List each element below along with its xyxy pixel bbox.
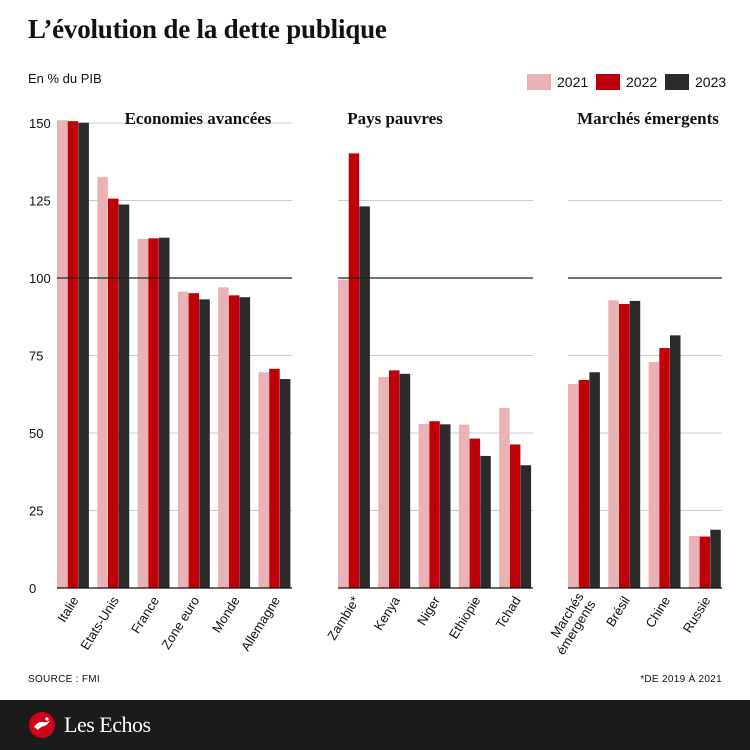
bar-2021 — [137, 238, 149, 588]
y-unit-label: En % du PIB — [28, 71, 102, 86]
les-echos-logo-icon — [29, 712, 55, 738]
x-tick-label: Chine — [642, 594, 673, 631]
chart-title: L’évolution de la dette publique — [28, 14, 387, 44]
bar-2023 — [359, 206, 370, 588]
legend-item-2023: 2023 — [665, 74, 726, 90]
x-tick-label: Russie — [680, 594, 714, 636]
x-tick-label: Allemagne — [238, 594, 283, 654]
legend-swatch-2023 — [665, 74, 689, 90]
legend-swatch-2021 — [527, 74, 551, 90]
y-tick-label: 100 — [29, 271, 51, 286]
x-tick-label: Tchad — [493, 594, 524, 631]
x-tick-label: Zambie* — [324, 594, 362, 643]
x-tick-label: Etats-Unis — [77, 593, 122, 652]
panel-title: Pays pauvres — [347, 109, 443, 128]
legend-label-2021: 2021 — [557, 74, 589, 90]
bar-2023 — [279, 379, 291, 588]
x-tick-label: Kenya — [371, 593, 404, 633]
bar-2021 — [648, 362, 660, 588]
legend-item-2022: 2022 — [596, 74, 657, 90]
bar-2023 — [440, 424, 451, 588]
legend-item-2021: 2021 — [527, 74, 588, 90]
source-note: SOURCE : FMI — [28, 674, 100, 685]
y-tick-label: 150 — [29, 116, 51, 131]
x-tick-label: Italie — [54, 594, 81, 625]
bar-2021 — [57, 120, 68, 589]
x-tick-label: Niger — [414, 593, 444, 628]
footnote: *DE 2019 À 2021 — [640, 674, 722, 685]
bar-2023 — [589, 372, 600, 588]
bar-2021 — [338, 279, 349, 588]
x-tick-label: Marchésémergents — [541, 590, 598, 658]
bar-2021 — [378, 376, 389, 588]
bar-2021 — [568, 384, 579, 588]
bar-2021 — [418, 424, 430, 588]
legend-label-2023: 2023 — [695, 74, 727, 90]
bar-2023 — [199, 299, 210, 588]
bar-2021 — [177, 291, 189, 588]
bar-2023 — [239, 297, 251, 588]
y-tick-label: 0 — [29, 581, 36, 596]
panel-title: Marchés émergents — [577, 109, 719, 128]
bar-2023 — [480, 455, 491, 588]
footer-bar: Les Echos — [0, 700, 750, 750]
panel-title: Economies avancées — [125, 109, 272, 128]
bar-2023 — [670, 335, 681, 588]
x-tick-label: Zone euro — [158, 594, 202, 652]
bar-2023 — [78, 122, 89, 588]
x-tick-label: Ethiopie — [446, 594, 484, 642]
bar-2022 — [429, 421, 440, 588]
y-tick-label: 50 — [29, 426, 43, 441]
bar-2021 — [688, 535, 700, 588]
bar-2023 — [399, 373, 411, 588]
y-tick-label: 125 — [29, 194, 51, 209]
bar-2022 — [188, 293, 200, 588]
bar-2021 — [608, 300, 619, 588]
bar-2021 — [97, 176, 108, 588]
bar-2022 — [228, 295, 240, 588]
bar-2022 — [348, 153, 360, 588]
bar-2023 — [520, 465, 532, 588]
bar-2022 — [389, 370, 400, 588]
bar-2022 — [509, 444, 521, 588]
bar-2022 — [659, 348, 670, 588]
bar-2022 — [67, 121, 79, 588]
x-tick-label: France — [128, 594, 162, 636]
y-tick-label: 25 — [29, 504, 43, 519]
bar-2022 — [578, 379, 590, 588]
legend-swatch-2022 — [596, 74, 620, 90]
bar-2022 — [699, 536, 711, 588]
legend-label-2022: 2022 — [626, 74, 658, 90]
bar-2021 — [258, 372, 269, 588]
bar-2021 — [458, 424, 470, 588]
bar-2021 — [499, 407, 510, 588]
bar-chart: 0 25 50 75 100 125 150 Economies avancées Italie… — [29, 109, 722, 658]
bar-2021 — [218, 287, 229, 588]
bar-2023 — [118, 204, 130, 588]
brand-name: Les Echos — [64, 712, 151, 737]
y-tick-label: 75 — [29, 349, 43, 364]
bar-2022 — [269, 368, 280, 588]
bar-2022 — [108, 198, 119, 588]
x-tick-label: Monde — [209, 594, 243, 636]
x-tick-label: Brésil — [603, 594, 633, 630]
bar-2023 — [710, 529, 721, 588]
bar-2022 — [619, 304, 630, 588]
bar-2022 — [148, 238, 159, 588]
bar-2023 — [629, 300, 641, 588]
bar-2022 — [469, 438, 481, 588]
bar-2023 — [159, 237, 170, 588]
